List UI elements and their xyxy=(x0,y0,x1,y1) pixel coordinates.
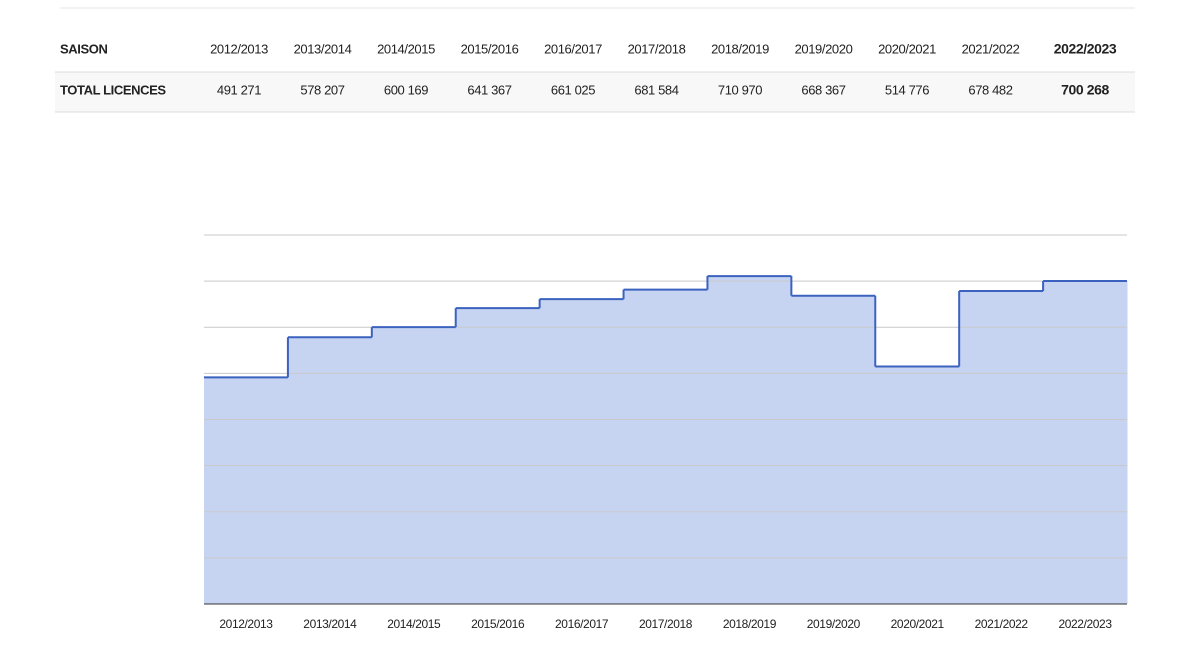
table-cell: 578 207 xyxy=(300,82,344,97)
table-header-cell: 2020/2021 xyxy=(878,41,936,56)
table-header-cell: 2016/2017 xyxy=(544,41,602,56)
x-tick-label: 2016/2017 xyxy=(555,617,609,631)
table-header-cell: 2012/2013 xyxy=(210,41,268,56)
step-area xyxy=(707,276,792,604)
table-header-cell: 2013/2014 xyxy=(294,41,352,56)
x-tick-label: 2017/2018 xyxy=(639,617,693,631)
x-tick-label: 2021/2022 xyxy=(975,617,1029,631)
table-header-cell: 2017/2018 xyxy=(628,41,686,56)
table-cell: 641 367 xyxy=(467,82,511,97)
step-area xyxy=(539,299,625,604)
table-cell: 710 970 xyxy=(718,82,762,97)
step-area xyxy=(959,291,1044,604)
table-cell: TOTAL LICENCES xyxy=(60,82,166,97)
table-cell: 700 268 xyxy=(1061,82,1109,98)
x-tick-label: 2014/2015 xyxy=(387,617,441,631)
table-header-cell: SAISON xyxy=(60,41,107,56)
x-tick-label: 2022/2023 xyxy=(1058,617,1112,631)
table-header-cell: 2019/2020 xyxy=(795,41,853,56)
x-tick-label: 2020/2021 xyxy=(891,617,945,631)
step-area xyxy=(287,337,373,604)
table-cell: 668 367 xyxy=(801,82,845,97)
step-area xyxy=(791,295,876,604)
table-header-cell: 2018/2019 xyxy=(711,41,769,56)
table-cell: 600 169 xyxy=(384,82,428,97)
step-area xyxy=(1043,281,1128,604)
table-cell: 514 776 xyxy=(885,82,929,97)
table-row-bg xyxy=(55,72,1135,112)
step-area xyxy=(204,377,289,604)
table-cell: 661 025 xyxy=(551,82,595,97)
step-area xyxy=(875,366,960,604)
step-area xyxy=(455,308,541,604)
x-tick-label: 2015/2016 xyxy=(471,617,525,631)
table-header-cell: 2022/2023 xyxy=(1054,41,1117,57)
table-header-cell: 2015/2016 xyxy=(461,41,519,56)
table-cell: 678 482 xyxy=(968,82,1012,97)
x-tick-label: 2013/2014 xyxy=(303,617,357,631)
x-tick-label: 2018/2019 xyxy=(723,617,777,631)
step-area xyxy=(623,289,708,604)
x-tick-label: 2019/2020 xyxy=(807,617,861,631)
table-cell: 681 584 xyxy=(634,82,678,97)
x-tick-label: 2012/2013 xyxy=(219,617,273,631)
table-header-cell: 2021/2022 xyxy=(962,41,1020,56)
table-header-cell: 2014/2015 xyxy=(377,41,435,56)
table-cell: 491 271 xyxy=(217,82,261,97)
